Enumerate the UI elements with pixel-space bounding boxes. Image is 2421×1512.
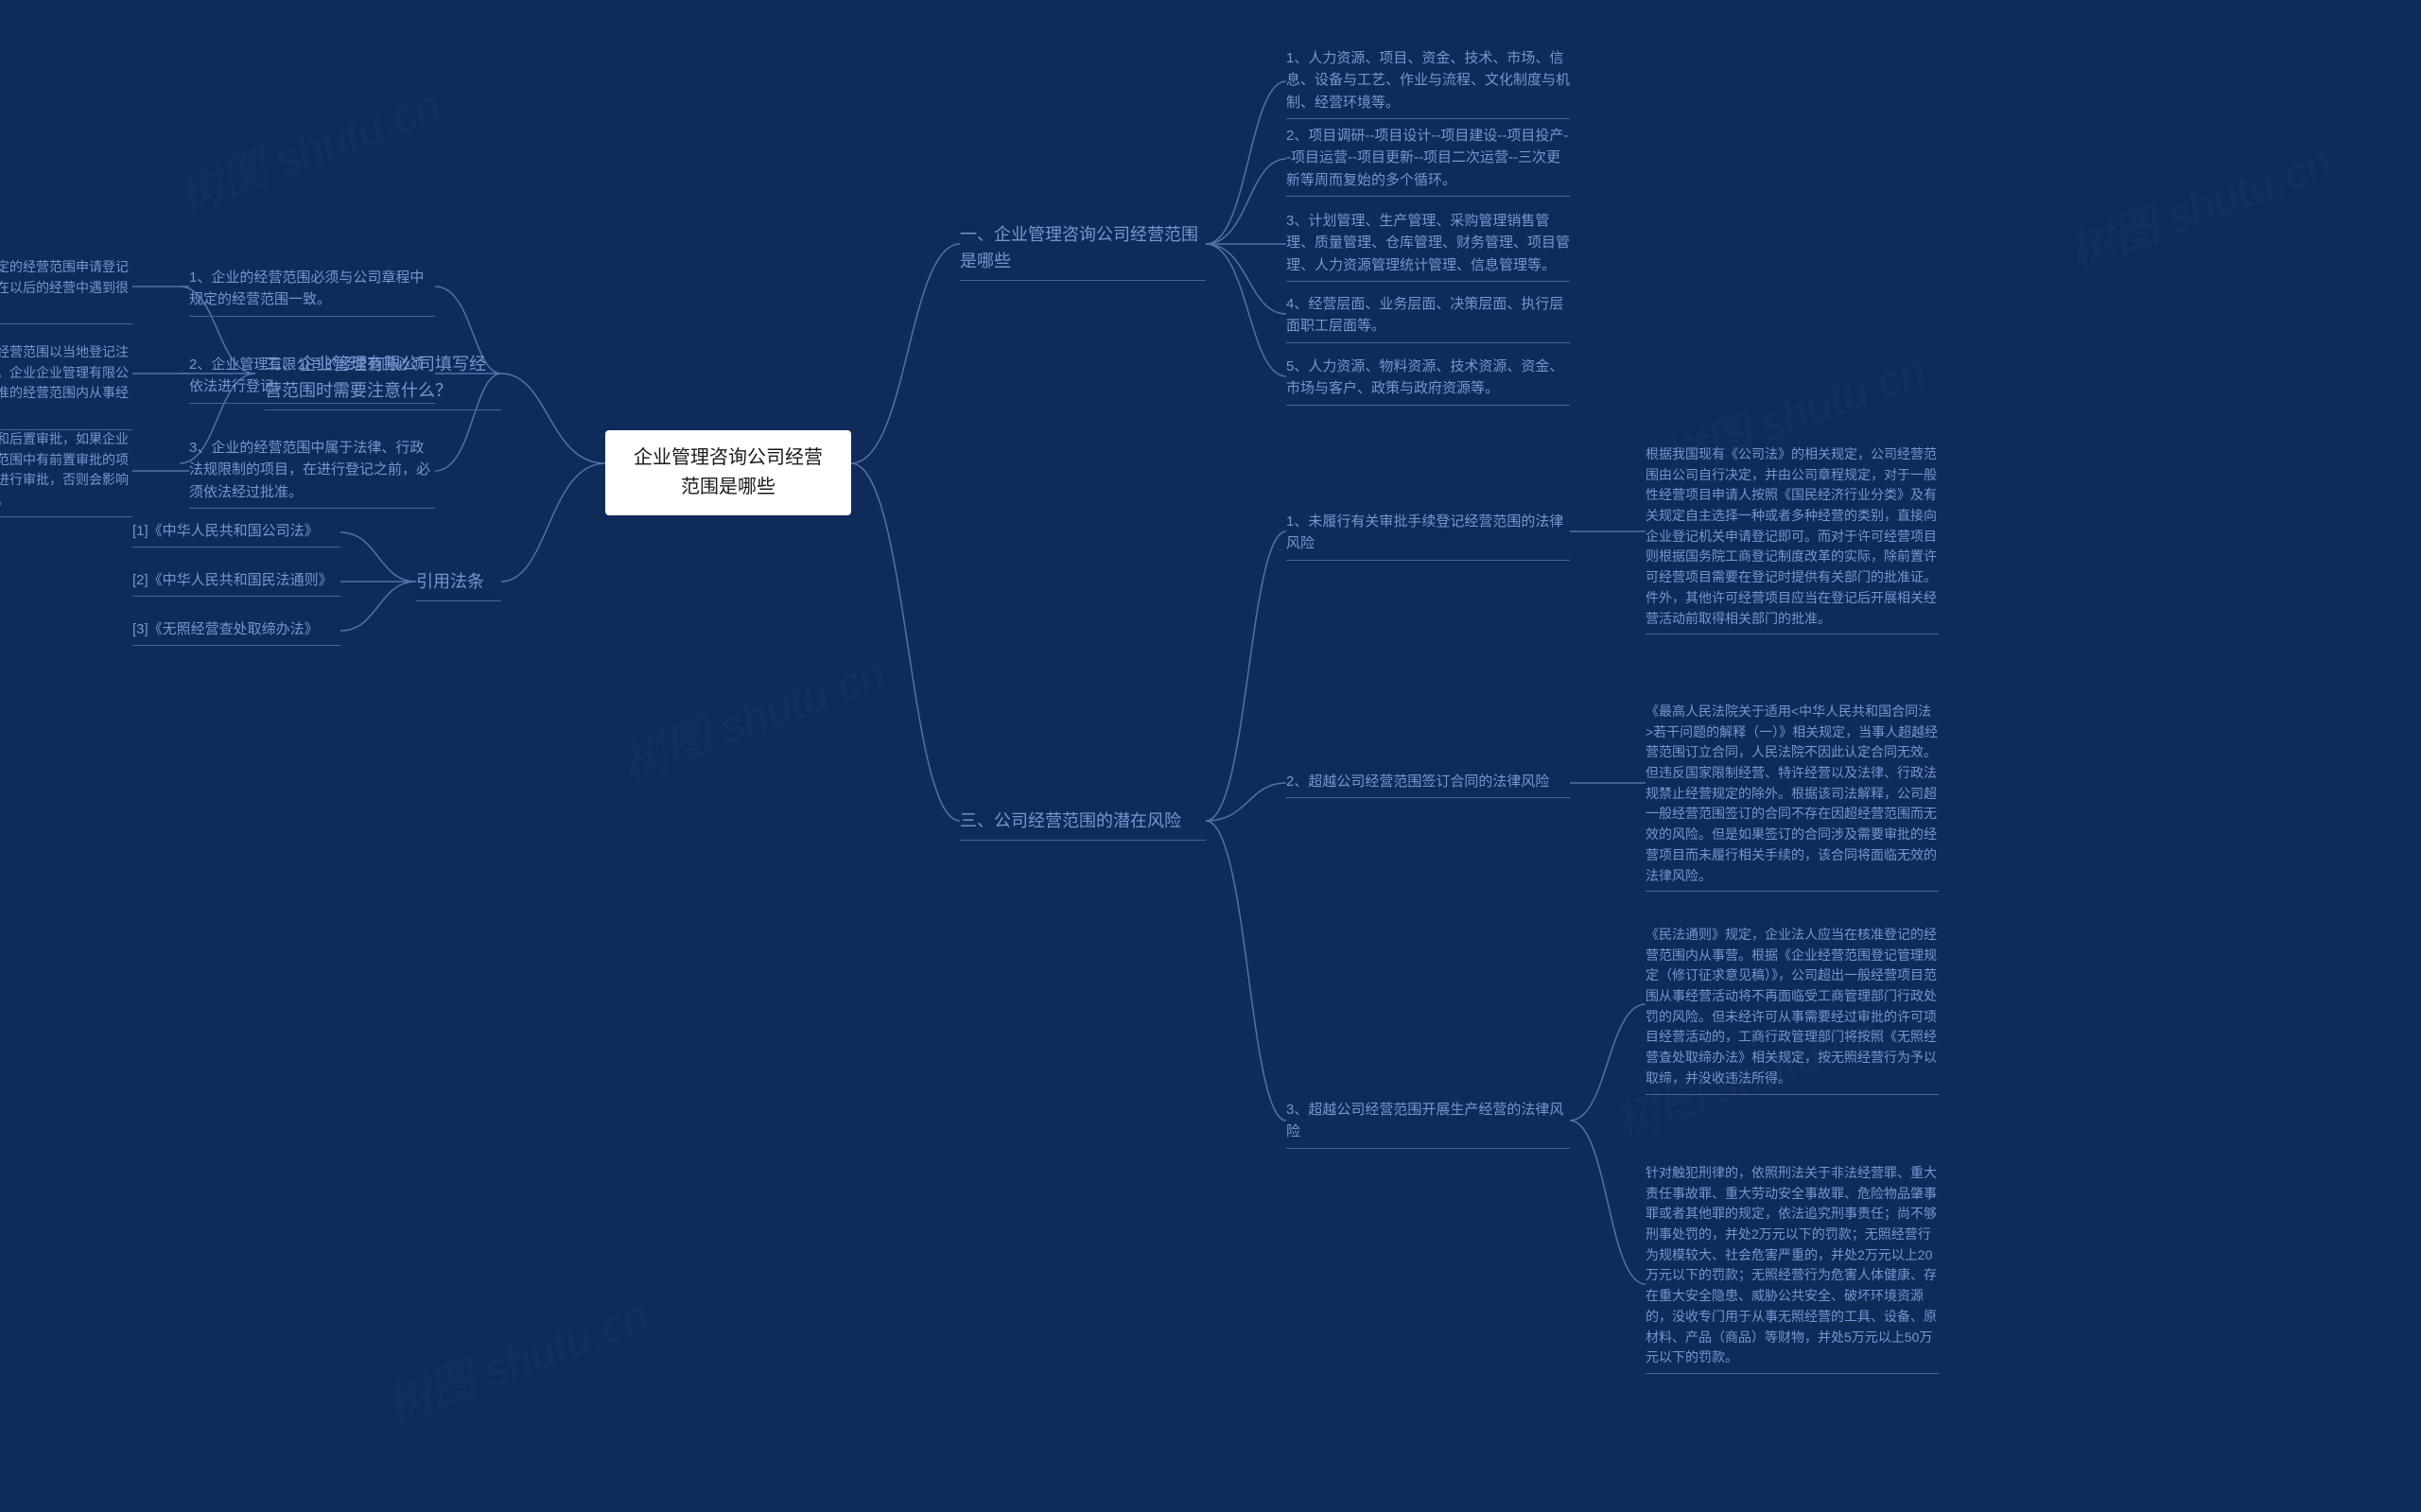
b1-item-3: 3、计划管理、生产管理、采购管理销售管理、质量管理、仓库管理、财务管理、项目管理… [1286, 210, 1570, 282]
watermark: 树图 shutu.cn [612, 635, 893, 791]
b4-ref-3: [3]《无照经营查处取缔办法》 [132, 618, 340, 646]
b2-s2-title: 2、企业管理有限公司的经营范围必须依法进行登记。 [189, 354, 435, 404]
connectors [0, 0, 2421, 1512]
b1-item-5: 5、人力资源、物料资源、技术资源、资金、市场与客户、政策与政府资源等。 [1286, 356, 1570, 406]
b3-s2-title: 2、超越公司经营范围签订合同的法律风险 [1286, 771, 1570, 798]
connectors-left [0, 0, 2421, 1512]
b3-s1-detail: 根据我国现有《公司法》的相关规定，公司经营范围由公司自行决定，并由公司章程规定，… [1646, 444, 1939, 634]
b2-s3-title: 3、企业的经营范围中属于法律、行政法规限制的项目，在进行登记之前，必须依法经过批… [189, 437, 435, 509]
branch-1-title: 一、企业管理咨询公司经营范围是哪些 [960, 222, 1206, 281]
b4-ref-1: [1]《中华人民共和国公司法》 [132, 520, 340, 547]
watermark: 树图 shutu.cn [375, 1278, 656, 1434]
watermark: 树图 shutu.cn [2059, 125, 2340, 281]
b3-s3-title: 3、超越公司经营范围开展生产经营的法律风险 [1286, 1099, 1570, 1149]
branch-4-title: 引用法条 [416, 569, 501, 601]
root-node: 企业管理咨询公司经营范围是哪些 [605, 430, 851, 515]
b1-item-2: 2、项目调研--项目设计--项目建设--项目投产--项目运营--项目更新--项目… [1286, 125, 1570, 197]
b2-s2-detail: 企业管理有限公司的经营范围以当地登记注册机关核准的为标准。企业企业管理有限公司应… [0, 342, 132, 430]
b4-ref-2: [2]《中华人民共和国民法通则》 [132, 569, 340, 597]
b2-s3-detail: 经营范围有前置审批和后置审批，如果企业管理有限公司的经营范围中有前置审批的项目，… [0, 429, 132, 517]
b3-s3-d2: 针对触犯刑律的，依照刑法关于非法经营罪、重大责任事故罪、重大劳动安全事故罪、危险… [1646, 1163, 1939, 1374]
b3-s2-detail: 《最高人民法院关于适用<中华人民共和国合同法>若干问题的解释（一）》相关规定，当… [1646, 702, 1939, 892]
b1-item-1: 1、人力资源、项目、资金、技术、市场、信息、设备与工艺、作业与流程、文化制度与机… [1286, 47, 1570, 119]
b3-s3-d1: 《民法通则》规定，企业法人应当在核准登记的经营范围内从事营。根据《企业经营范围登… [1646, 925, 1939, 1095]
b2-s1-title: 1、企业的经营范围必须与公司章程中规定的经营范围一致。 [189, 267, 435, 317]
b3-s1-title: 1、未履行有关审批手续登记经营范围的法律风险 [1286, 511, 1570, 561]
branch-3-title: 三、公司经营范围的潜在风险 [960, 808, 1206, 841]
b2-s1-detail: 公司不能超越章程规定的经营范围申请登记注册，否则会使公司在以后的经营中遇到很多不… [0, 257, 132, 324]
b1-item-4: 4、经营层面、业务层面、决策层面、执行层面职工层面等。 [1286, 293, 1570, 343]
watermark: 树图 shutu.cn [167, 68, 448, 224]
